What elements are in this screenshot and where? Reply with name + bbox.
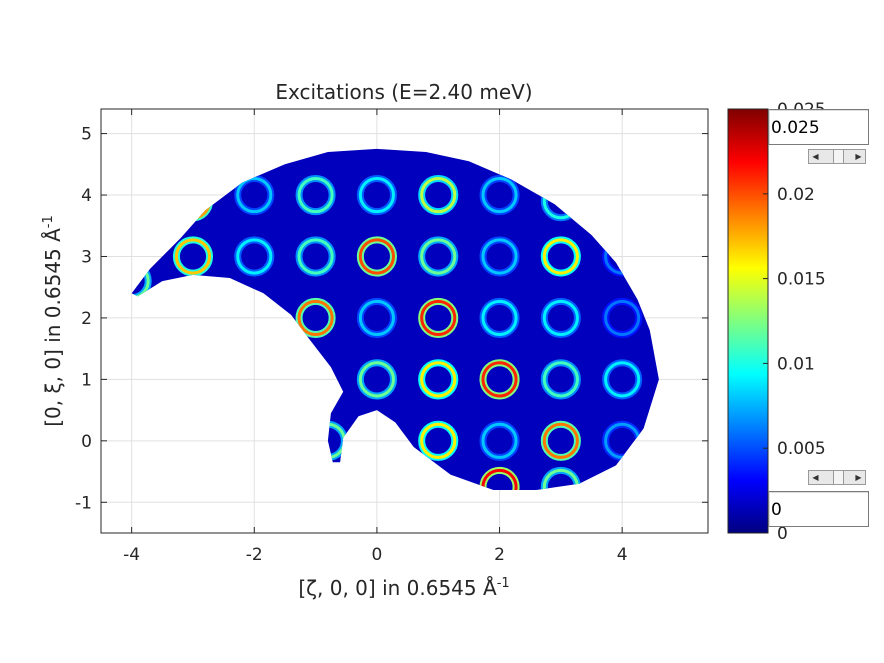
x-tick-label: 0	[371, 545, 382, 565]
excitation-ring	[542, 422, 579, 459]
excitation-ring	[236, 238, 273, 275]
excitation-ring	[542, 361, 579, 398]
colorbar-tick-label: 0.02	[777, 185, 815, 205]
colorbar-tick-label: 0.015	[777, 270, 826, 290]
excitation-ring	[542, 238, 579, 275]
excitation-ring	[358, 238, 395, 275]
excitation-ring	[481, 299, 518, 337]
colorbar	[727, 108, 769, 534]
clim-max-input[interactable]: 0.025	[768, 109, 869, 145]
y-tick-label: 4	[81, 186, 92, 206]
excitation-ring	[358, 361, 395, 398]
excitation-ring	[358, 176, 395, 214]
y-tick-label: 3	[81, 247, 92, 267]
clim-min-slider[interactable]: ◀ ▶	[808, 470, 866, 485]
excitation-ring	[297, 238, 334, 275]
x-tick-label: 2	[494, 545, 505, 565]
y-tick-label: -1	[75, 493, 92, 513]
excitation-ring	[297, 299, 334, 337]
slider-right-arrow-icon[interactable]: ▶	[855, 152, 862, 161]
y-tick-label: 1	[81, 370, 92, 390]
excitation-ring	[604, 361, 641, 398]
slider-right-arrow-icon[interactable]: ▶	[855, 473, 862, 482]
x-tick-labels: -4 -2 0 2 4	[123, 545, 627, 565]
excitation-ring	[481, 176, 518, 214]
axis-ticks	[101, 109, 708, 533]
colorbar-tick-label: 0	[777, 524, 788, 544]
excitation-ring	[297, 176, 334, 214]
x-axis-label: [ζ, 0, 0] in 0.6545 Å-1	[298, 576, 509, 600]
slider-left-arrow-icon[interactable]: ◀	[812, 473, 819, 482]
x-tick-label: -4	[123, 545, 140, 565]
x-tick-label: 4	[617, 545, 628, 565]
slider-thumb[interactable]	[833, 471, 844, 484]
clim-min-input[interactable]: 0	[768, 491, 869, 527]
excitation-ring	[174, 238, 212, 275]
excitation-ring	[481, 361, 518, 398]
excitation-ring	[236, 176, 273, 214]
chart-title: Excitations (E=2.40 meV)	[275, 80, 532, 104]
excitation-ring	[420, 238, 457, 275]
coverage-region	[131, 148, 659, 490]
excitation-ring	[420, 422, 457, 459]
y-axis-label: [0, ξ, 0] in 0.6545 Å-1	[41, 215, 65, 427]
excitation-ring	[604, 299, 641, 337]
slider-left-arrow-icon[interactable]: ◀	[812, 152, 819, 161]
excitation-ring	[542, 299, 579, 337]
excitation-ring	[174, 183, 212, 220]
excitation-ring	[420, 299, 457, 337]
colorbar-tick-label: 0.01	[777, 354, 815, 374]
y-tick-label: 0	[81, 432, 92, 452]
excitation-ring	[131, 262, 150, 300]
y-tick-label: 5	[81, 125, 92, 145]
x-tick-label: -2	[246, 545, 263, 565]
colorbar-tick-label: 0.005	[777, 439, 826, 459]
slider-thumb[interactable]	[833, 150, 844, 163]
excitation-ring	[358, 299, 395, 337]
y-tick-labels: -1 0 1 2 3 4 5	[75, 125, 92, 514]
excitation-ring	[481, 238, 518, 275]
clim-max-slider[interactable]: ◀ ▶	[808, 149, 866, 164]
excitation-ring	[420, 361, 457, 398]
ring-layer	[131, 174, 643, 490]
excitation-ring	[481, 422, 518, 459]
plot-area	[100, 108, 709, 534]
y-tick-label: 2	[81, 309, 92, 329]
excitation-ring	[420, 176, 457, 214]
